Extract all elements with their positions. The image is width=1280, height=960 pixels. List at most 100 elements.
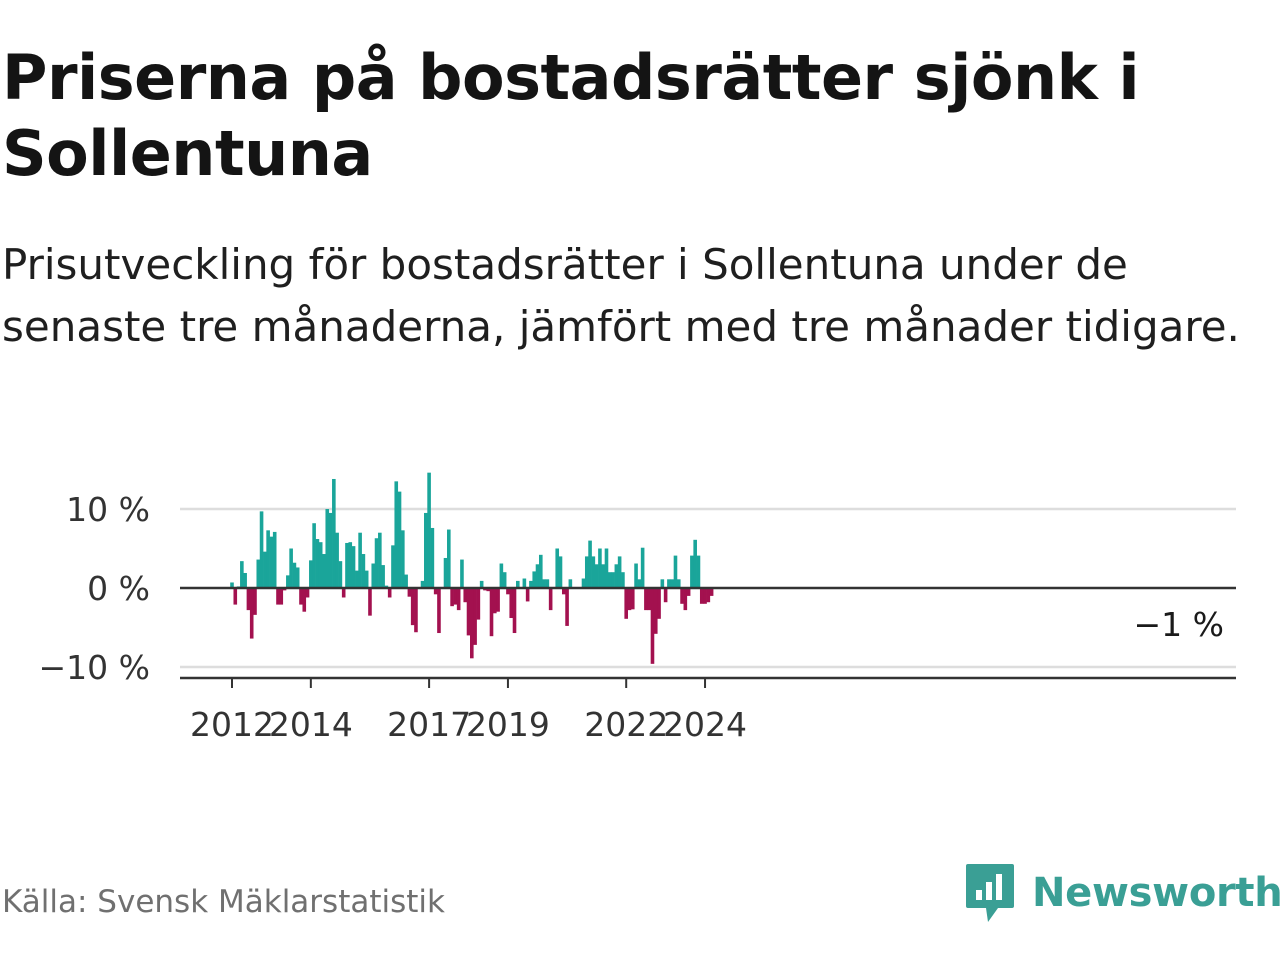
bar-negative	[548, 588, 553, 611]
bar-positive	[315, 539, 320, 588]
bar-negative	[473, 588, 477, 645]
bar-positive	[424, 512, 428, 588]
bar-positive	[637, 579, 642, 588]
bar-negative	[305, 588, 310, 598]
bar-negative	[433, 588, 438, 595]
bar-positive	[588, 540, 592, 588]
bar-negative	[279, 588, 284, 605]
bar-positive	[374, 538, 379, 588]
bar-positive	[611, 572, 615, 588]
y-tick-label: 10 %	[66, 490, 150, 529]
bar-positive	[348, 542, 353, 588]
bar-negative	[368, 588, 372, 616]
bar-positive	[581, 578, 586, 588]
bar-positive	[545, 579, 550, 588]
newsworthy-logo-icon	[966, 864, 1014, 922]
bar-positive	[555, 548, 560, 588]
bar-positive	[345, 542, 349, 588]
bar-positive	[604, 548, 609, 588]
bar-negative	[299, 588, 303, 605]
bar-positive	[690, 555, 694, 588]
bar-positive	[263, 551, 267, 588]
x-tick-label: 2014	[269, 705, 353, 744]
bar-negative	[253, 588, 257, 615]
bar-positive	[364, 570, 369, 588]
bar-positive	[312, 523, 316, 588]
bar-positive	[614, 564, 619, 588]
bar-positive	[318, 542, 323, 588]
bar-positive	[269, 536, 274, 588]
bar-positive	[584, 556, 589, 588]
bar-negative	[276, 588, 280, 605]
y-tick-label: 0 %	[87, 569, 150, 608]
bar-negative	[630, 588, 635, 610]
bar-positive	[335, 532, 339, 588]
bar-positive	[558, 556, 563, 588]
bar-positive	[673, 555, 678, 588]
bar-positive	[427, 472, 431, 588]
bar-positive	[696, 555, 701, 588]
bar-positive	[378, 532, 382, 588]
bar-positive	[479, 580, 484, 588]
brand-name: Newsworthy	[1032, 870, 1280, 916]
bar-positive	[621, 572, 625, 588]
bar-negative	[486, 588, 491, 592]
bar-positive	[443, 557, 448, 588]
bar-positive	[272, 531, 277, 588]
bar-positive	[538, 554, 543, 588]
bar-negative	[509, 588, 514, 619]
bar-negative	[387, 588, 392, 598]
bar-positive	[542, 579, 546, 588]
bar-positive	[355, 570, 359, 588]
bar-negative	[653, 588, 658, 634]
bar-positive	[634, 563, 638, 588]
bar-positive	[420, 580, 425, 588]
bar-negative	[561, 588, 566, 595]
bar-positive	[289, 548, 293, 588]
bar-positive	[391, 545, 395, 588]
y-tick-label: −10 %	[39, 648, 151, 687]
bar-positive	[230, 582, 234, 588]
bar-negative	[663, 588, 668, 603]
bar-negative	[644, 588, 648, 611]
bar-positive	[670, 579, 674, 588]
bar-negative	[657, 588, 661, 619]
bar-negative	[703, 588, 707, 604]
bar-positive	[292, 562, 297, 588]
bar-negative	[233, 588, 238, 605]
bar-positive	[371, 563, 376, 588]
bar-positive	[660, 579, 665, 588]
bar-positive	[351, 546, 356, 588]
bar-positive	[529, 580, 533, 588]
bar-positive	[502, 572, 507, 588]
bar-negative	[627, 588, 632, 611]
source-note: Källa: Svensk Mäklarstatistik	[2, 884, 445, 920]
bar-positive	[332, 478, 336, 588]
bar-negative	[453, 588, 458, 605]
bar-negative	[407, 588, 412, 597]
bar-negative	[463, 588, 468, 603]
bar-negative	[699, 588, 704, 604]
bar-negative	[410, 588, 415, 626]
bar-negative	[506, 588, 510, 595]
bar-positive	[240, 561, 244, 588]
bar-positive	[404, 574, 408, 588]
bar-positive	[401, 530, 405, 588]
x-tick-label: 2019	[466, 705, 550, 744]
x-tick-label: 2022	[584, 705, 668, 744]
bar-negative	[476, 588, 481, 620]
bar-negative	[249, 588, 254, 639]
axis-layer	[180, 586, 1236, 688]
page-title: Priserna på bostadsrätter sjönk i Sollen…	[2, 41, 1140, 190]
bar-positive	[522, 578, 527, 588]
bar-positive	[568, 579, 573, 588]
bar-negative	[466, 588, 471, 636]
bar-negative	[470, 588, 474, 659]
bar-negative	[706, 588, 711, 603]
bar-negative	[489, 588, 494, 637]
bar-positive	[598, 548, 602, 588]
bar-negative	[450, 588, 454, 607]
last-value-label: −1 %	[1134, 605, 1225, 644]
x-tick-label: 2024	[663, 705, 747, 744]
bar-positive	[358, 532, 362, 588]
